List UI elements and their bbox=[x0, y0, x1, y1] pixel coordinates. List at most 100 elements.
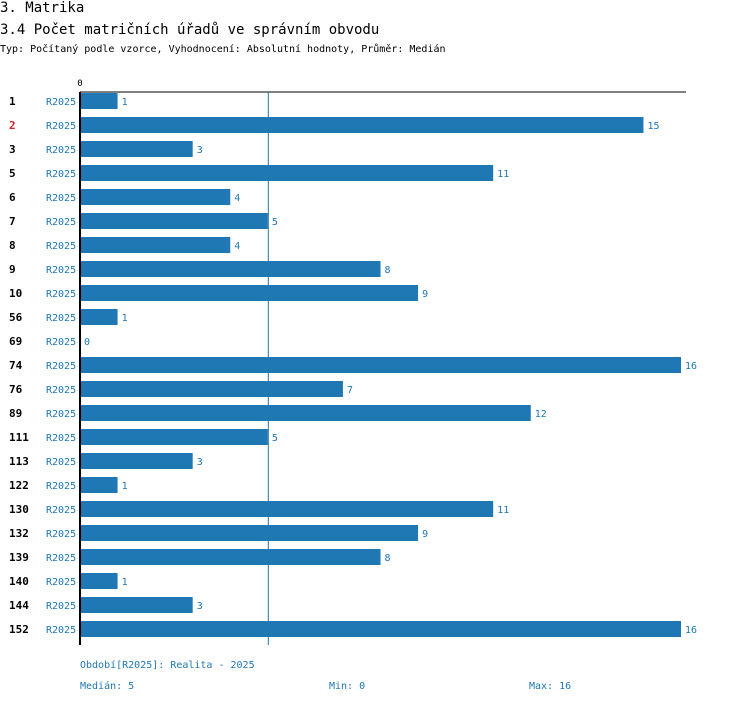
value-label: 11 bbox=[497, 169, 509, 180]
value-label: 16 bbox=[685, 361, 697, 372]
value-label: 5 bbox=[272, 433, 278, 444]
series-label: R2025 bbox=[46, 481, 76, 492]
series-label: R2025 bbox=[46, 409, 76, 420]
category-label: 74 bbox=[9, 359, 23, 372]
category-label: 89 bbox=[9, 407, 22, 420]
bar bbox=[81, 165, 494, 181]
bar bbox=[81, 237, 231, 253]
series-label: R2025 bbox=[46, 361, 76, 372]
category-label: 3 bbox=[9, 143, 16, 156]
category-label: 130 bbox=[9, 503, 29, 516]
category-label: 69 bbox=[9, 335, 22, 348]
bar bbox=[81, 597, 193, 613]
category-label: 7 bbox=[9, 215, 16, 228]
category-label: 1 bbox=[9, 95, 16, 108]
series-label: R2025 bbox=[46, 145, 76, 156]
series-label: R2025 bbox=[46, 553, 76, 564]
series-label: R2025 bbox=[46, 337, 76, 348]
value-label: 3 bbox=[197, 145, 203, 156]
bar bbox=[81, 117, 644, 133]
value-label: 16 bbox=[685, 625, 697, 636]
value-label: 8 bbox=[385, 553, 391, 564]
value-label: 3 bbox=[197, 601, 203, 612]
footer-median: Medián: 5 bbox=[80, 681, 135, 692]
series-label: R2025 bbox=[46, 577, 76, 588]
value-label: 9 bbox=[422, 529, 428, 540]
category-label: 139 bbox=[9, 551, 29, 564]
series-label: R2025 bbox=[46, 289, 76, 300]
series-label: R2025 bbox=[46, 625, 76, 636]
category-label: 140 bbox=[9, 575, 29, 588]
value-label: 5 bbox=[272, 217, 278, 228]
bar bbox=[81, 453, 193, 469]
footer-period: Období[R2025]: Realita - 2025 bbox=[80, 660, 255, 671]
category-label: 2 bbox=[9, 119, 16, 132]
series-label: R2025 bbox=[46, 601, 76, 612]
category-label: 56 bbox=[9, 311, 23, 324]
series-label: R2025 bbox=[46, 433, 76, 444]
category-label: 111 bbox=[9, 431, 29, 444]
x-tick-label: 0 bbox=[77, 79, 82, 89]
value-label: 8 bbox=[385, 265, 391, 276]
series-label: R2025 bbox=[46, 97, 76, 108]
bar bbox=[81, 621, 681, 637]
category-label: 113 bbox=[9, 455, 29, 468]
series-label: R2025 bbox=[46, 169, 76, 180]
category-label: 6 bbox=[9, 191, 16, 204]
bar bbox=[81, 525, 419, 541]
category-label: 76 bbox=[9, 383, 23, 396]
bar bbox=[81, 357, 681, 373]
value-label: 15 bbox=[647, 121, 659, 132]
bar bbox=[81, 93, 118, 109]
category-label: 144 bbox=[9, 599, 29, 612]
chart-subtitle: Typ: Počítaný podle vzorce, Vyhodnocení:… bbox=[0, 44, 446, 55]
category-label: 9 bbox=[9, 263, 16, 276]
series-label: R2025 bbox=[46, 385, 76, 396]
series-label: R2025 bbox=[46, 265, 76, 276]
value-label: 1 bbox=[122, 481, 128, 492]
series-label: R2025 bbox=[46, 217, 76, 228]
category-label: 132 bbox=[9, 527, 29, 540]
bar bbox=[81, 573, 118, 589]
series-label: R2025 bbox=[46, 457, 76, 468]
bar bbox=[81, 549, 381, 565]
bar bbox=[81, 261, 381, 277]
value-label: 4 bbox=[234, 193, 240, 204]
bar bbox=[81, 309, 118, 325]
bar bbox=[81, 381, 343, 397]
value-label: 7 bbox=[347, 385, 353, 396]
series-label: R2025 bbox=[46, 193, 76, 204]
value-label: 9 bbox=[422, 289, 428, 300]
category-label: 5 bbox=[9, 167, 16, 180]
value-label: 1 bbox=[122, 577, 128, 588]
section-heading: 3. Matrika bbox=[0, 0, 85, 16]
value-label: 3 bbox=[197, 457, 203, 468]
bar bbox=[81, 141, 193, 157]
value-label: 1 bbox=[122, 313, 128, 324]
value-label: 11 bbox=[497, 505, 509, 516]
chart-title: 3.4 Počet matričních úřadů ve správním o… bbox=[0, 22, 380, 38]
series-label: R2025 bbox=[46, 313, 76, 324]
series-label: R2025 bbox=[46, 241, 76, 252]
category-label: 8 bbox=[9, 239, 16, 252]
value-label: 4 bbox=[234, 241, 240, 252]
bar bbox=[81, 285, 419, 301]
bar bbox=[81, 477, 118, 493]
category-label: 122 bbox=[9, 479, 29, 492]
bar bbox=[81, 501, 494, 517]
footer-min: Min: 0 bbox=[329, 681, 366, 692]
category-label: 152 bbox=[9, 623, 29, 636]
category-label: 10 bbox=[9, 287, 22, 300]
bar bbox=[81, 213, 268, 229]
bar bbox=[81, 429, 268, 445]
series-label: R2025 bbox=[46, 505, 76, 516]
series-label: R2025 bbox=[46, 529, 76, 540]
footer-max: Max: 16 bbox=[529, 681, 572, 692]
series-label: R2025 bbox=[46, 121, 76, 132]
value-label: 1 bbox=[122, 97, 128, 108]
bar bbox=[81, 189, 231, 205]
value-label: 12 bbox=[535, 409, 547, 420]
value-label: 0 bbox=[84, 337, 90, 348]
bar bbox=[81, 405, 531, 421]
